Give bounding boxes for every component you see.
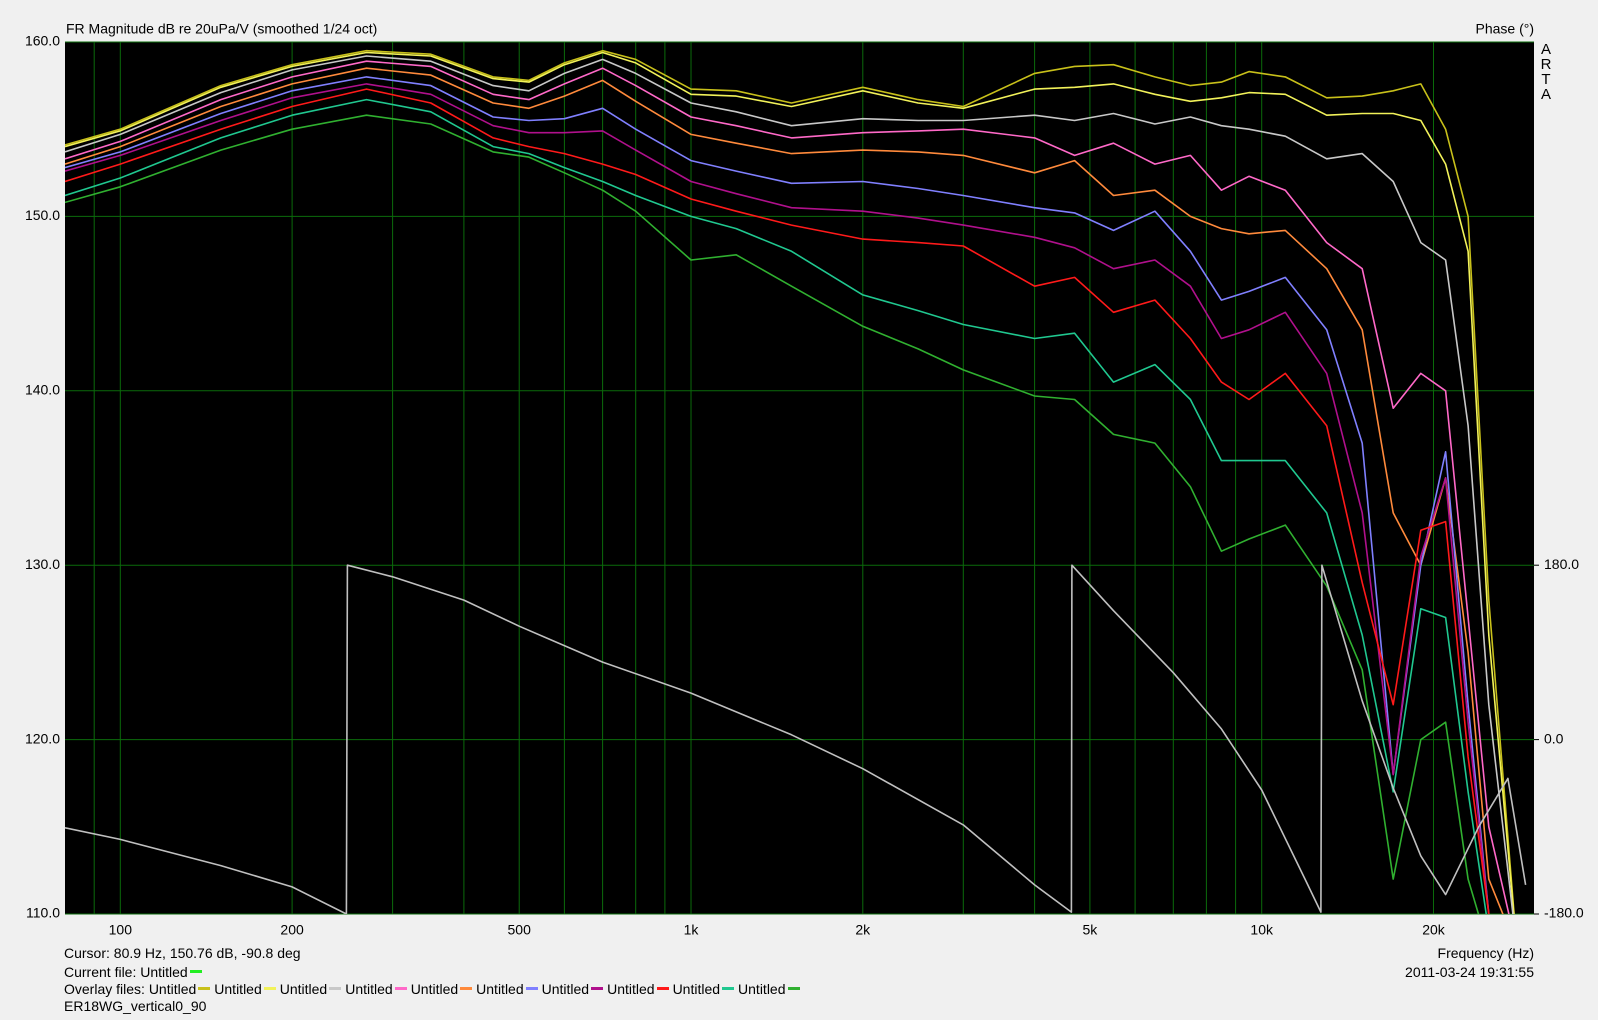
curve	[65, 51, 1515, 914]
x-tick-label: 10k	[1250, 922, 1274, 938]
y2-axis-title: Phase (°)	[1475, 21, 1534, 37]
chart-title: FR Magnitude dB re 20uPa/V (smoothed 1/2…	[66, 21, 377, 37]
y-tick-label: 120.0	[25, 730, 60, 746]
legend-entry: Untitled	[214, 981, 262, 997]
y-tick-label: 110.0	[26, 905, 60, 921]
legend-entry: Untitled	[345, 981, 393, 997]
x-tick-label: 500	[508, 922, 532, 938]
curve	[65, 60, 1510, 914]
curve	[65, 49, 1515, 914]
brand: ARTA	[1540, 41, 1552, 103]
y2-tick-label: 180.0	[1544, 556, 1579, 572]
legend-swatch	[198, 987, 211, 991]
y2-tick-label: 0.0	[1544, 730, 1564, 746]
legend-entry: Untitled	[148, 981, 197, 997]
curve	[65, 98, 1488, 914]
x-tick-label: 100	[109, 922, 133, 938]
legend-swatch	[525, 987, 538, 991]
overlay-files: Overlay files: Untitled Untitled Untitled U…	[64, 981, 804, 997]
x-tick-label: 2k	[855, 922, 871, 938]
file-name: ER18WG_vertical0_90	[64, 998, 207, 1014]
legend-swatch	[329, 987, 342, 991]
legend-entry: Untitled	[476, 981, 524, 997]
x-axis-title: Frequency (Hz)	[1437, 945, 1534, 961]
y-tick-label: 140.0	[25, 382, 60, 398]
legend-swatch	[189, 970, 202, 974]
legend-swatch	[394, 987, 407, 991]
timestamp: 2011-03-24 19:31:55	[1405, 964, 1534, 980]
legend-swatch	[591, 987, 604, 991]
plot-area	[65, 42, 1534, 914]
curves	[65, 49, 1527, 914]
legend-swatch	[656, 987, 669, 991]
legend-entry: Untitled	[738, 981, 786, 997]
legend-swatch	[263, 987, 276, 991]
y-tick-label: 160.0	[25, 33, 60, 49]
current-file-name: Untitled	[140, 964, 188, 980]
legend-swatch	[722, 987, 735, 991]
overlay-label: Overlay files:	[64, 981, 145, 997]
y2-tick-label: -180.0	[1544, 905, 1584, 921]
current-file: Current file: Untitled	[64, 964, 206, 980]
legend-swatch	[787, 987, 800, 991]
legend-swatch	[460, 987, 473, 991]
curve	[65, 88, 1490, 914]
cursor-readout: Cursor: 80.9 Hz, 150.76 dB, -90.8 deg	[64, 945, 301, 961]
legend-entry: Untitled	[541, 981, 590, 997]
x-tick-label: 1k	[684, 922, 700, 938]
y-tick-label: 130.0	[25, 556, 60, 572]
curve	[65, 55, 1514, 914]
curve	[65, 114, 1480, 914]
curve	[65, 67, 1504, 914]
x-tick-label: 20k	[1422, 922, 1446, 938]
legend-entry: Untitled	[279, 981, 328, 997]
y-tick-label: 150.0	[25, 207, 60, 223]
legend-entry: Untitled	[607, 981, 655, 997]
legend-entry: Untitled	[410, 981, 459, 997]
curve	[65, 83, 1490, 914]
curve	[65, 564, 1527, 914]
current-file-label: Current file:	[64, 964, 137, 980]
legend-entry: Untitled	[672, 981, 721, 997]
x-tick-label: 200	[280, 922, 304, 938]
x-tick-label: 5k	[1083, 922, 1099, 938]
